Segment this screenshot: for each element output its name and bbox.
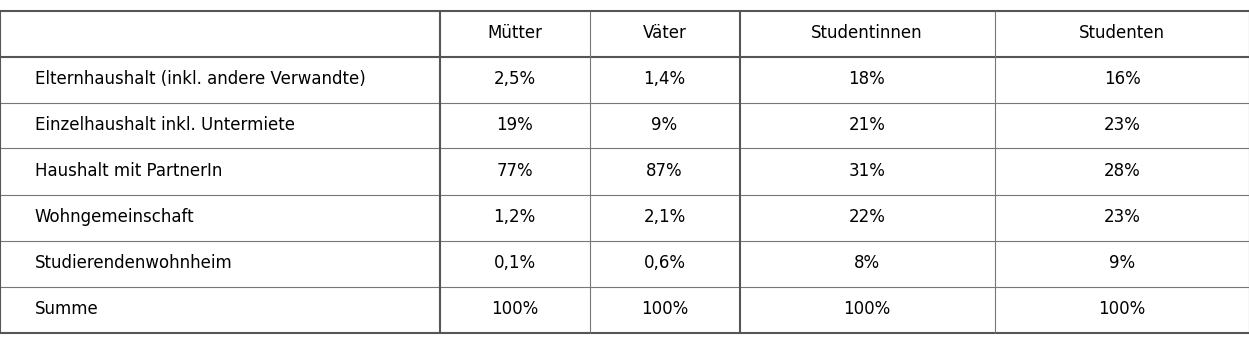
Text: 9%: 9%: [652, 117, 677, 134]
Text: 100%: 100%: [491, 300, 538, 319]
Text: 23%: 23%: [1104, 209, 1140, 226]
Text: Studentinnen: Studentinnen: [811, 24, 923, 43]
Text: Elternhaushalt (inkl. andere Verwandte): Elternhaushalt (inkl. andere Verwandte): [35, 71, 366, 88]
Text: 18%: 18%: [848, 71, 886, 88]
Text: 9%: 9%: [1109, 255, 1135, 272]
Text: 16%: 16%: [1104, 71, 1140, 88]
Text: 19%: 19%: [496, 117, 533, 134]
Text: Einzelhaushalt inkl. Untermiete: Einzelhaushalt inkl. Untermiete: [35, 117, 295, 134]
Text: 1,2%: 1,2%: [493, 209, 536, 226]
Text: 1,4%: 1,4%: [643, 71, 686, 88]
Text: 100%: 100%: [1098, 300, 1145, 319]
Text: 21%: 21%: [848, 117, 886, 134]
Text: 2,5%: 2,5%: [493, 71, 536, 88]
Text: 0,6%: 0,6%: [643, 255, 686, 272]
Text: Studenten: Studenten: [1079, 24, 1165, 43]
Text: Väter: Väter: [642, 24, 687, 43]
Text: 100%: 100%: [641, 300, 688, 319]
Text: Wohngemeinschaft: Wohngemeinschaft: [35, 209, 195, 226]
Text: 31%: 31%: [848, 163, 886, 180]
Text: 22%: 22%: [848, 209, 886, 226]
Text: Summe: Summe: [35, 300, 99, 319]
Text: 87%: 87%: [646, 163, 683, 180]
Text: 100%: 100%: [843, 300, 891, 319]
Text: 77%: 77%: [496, 163, 533, 180]
Text: 8%: 8%: [854, 255, 881, 272]
Text: Haushalt mit PartnerIn: Haushalt mit PartnerIn: [35, 163, 222, 180]
Text: Mütter: Mütter: [487, 24, 542, 43]
Text: 23%: 23%: [1104, 117, 1140, 134]
Text: 2,1%: 2,1%: [643, 209, 686, 226]
Text: 0,1%: 0,1%: [493, 255, 536, 272]
Text: 28%: 28%: [1104, 163, 1140, 180]
Text: Studierendenwohnheim: Studierendenwohnheim: [35, 255, 232, 272]
